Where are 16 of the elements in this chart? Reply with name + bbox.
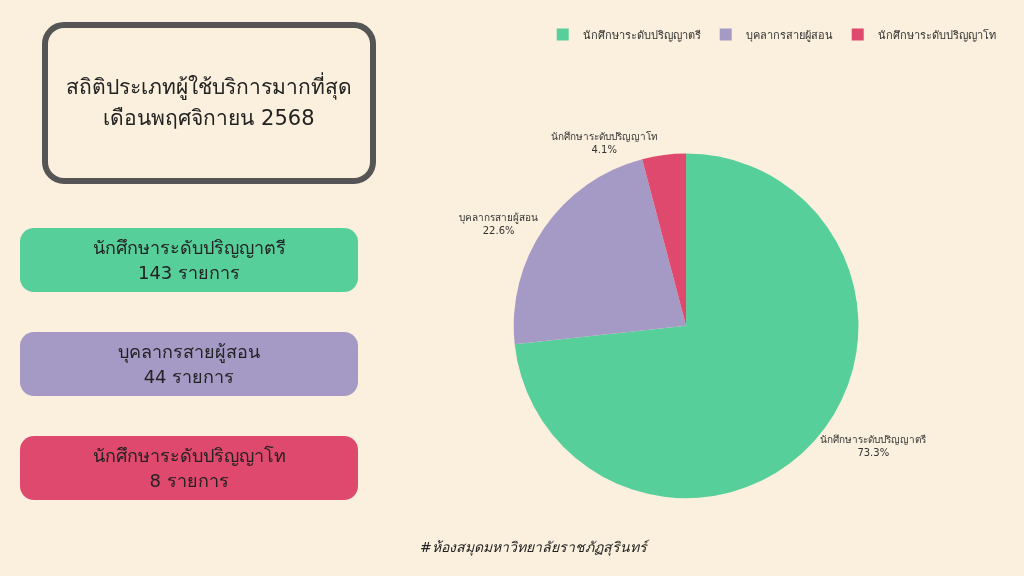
card: นักศึกษาระดับปริญญาตรี 143 รายการ <box>20 228 358 292</box>
text: เดือนพฤศจิกายน 2568 <box>102 105 316 132</box>
slice-label: บุคลากรสายผู้สอน <box>459 212 539 225</box>
card: นักศึกษาระดับปริญญาโท 8 รายการ <box>20 436 358 500</box>
card: บุคลากรสายผู้สอน 44 รายการ <box>20 332 358 396</box>
legend-label: นักศึกษาระดับปริญญาตรี <box>582 28 701 42</box>
legend-label: บุคลากรสายผู้สอน <box>745 28 833 42</box>
text: สถิติประเภทผู้ใช้บริการมากที่สุด <box>65 71 353 102</box>
legend-label: นักศึกษาระดับปริญญาโท <box>877 27 996 42</box>
text: #ห้องสมุดมหาวิทยาลัยราชภัฏสุรินทร์ <box>420 538 647 558</box>
pie-slice <box>642 153 687 326</box>
slice-label: นักศึกษาระดับปริญญาโท <box>550 130 658 143</box>
data-label: 4.1% <box>591 144 617 156</box>
data-label: 73.3% <box>857 447 890 459</box>
slice-label: นักศึกษาระดับปริญญาตรี <box>820 434 928 446</box>
data-label: 22.6% <box>482 225 515 237</box>
